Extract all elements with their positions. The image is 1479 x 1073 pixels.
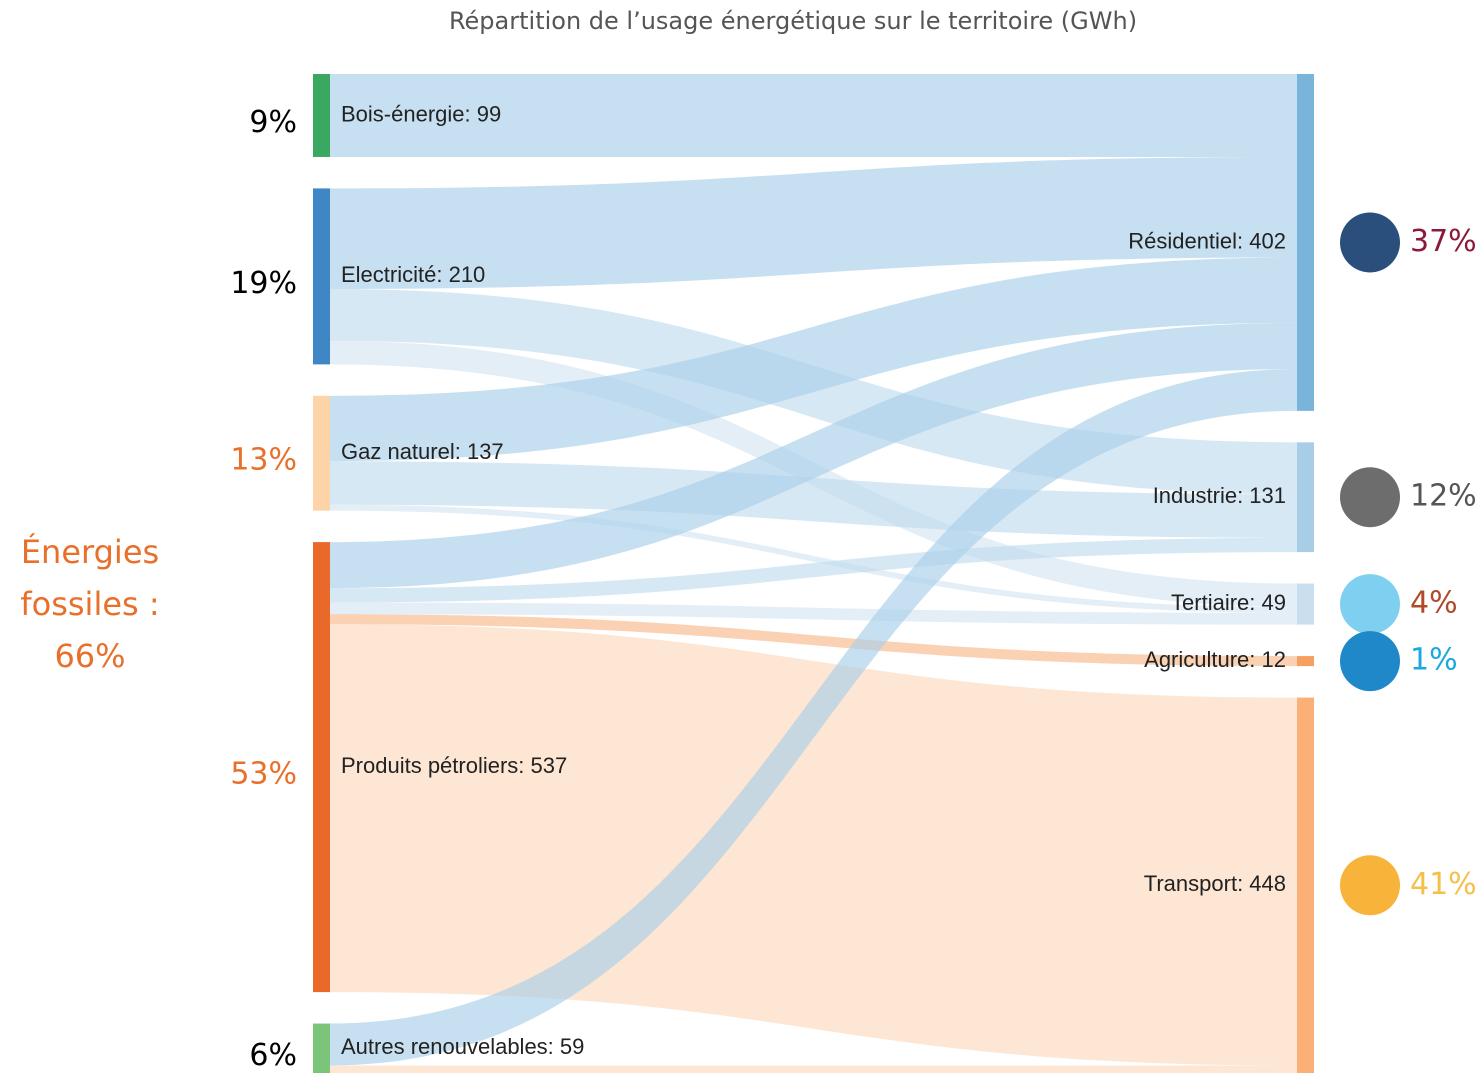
share-label: 4% [1410, 586, 1458, 621]
link [330, 537, 1297, 603]
link [330, 602, 1297, 625]
node [313, 542, 330, 993]
icon [1340, 855, 1400, 916]
node-label: Transport: 448 [1144, 871, 1286, 896]
links [330, 74, 1297, 1073]
node [1297, 656, 1314, 667]
icon [1340, 212, 1400, 273]
icon [1340, 467, 1400, 528]
icon [1340, 631, 1400, 692]
icon [1340, 574, 1400, 635]
chart-title: Répartition de l’usage énergétique sur l… [449, 7, 1137, 35]
share-label: 9% [249, 105, 297, 140]
node [1297, 583, 1314, 625]
link [330, 461, 1297, 538]
share-label: 6% [249, 1038, 297, 1073]
share-label: 53% [230, 757, 297, 792]
node-label: Résidentiel: 402 [1128, 228, 1286, 253]
node-label: Produits pétroliers: 537 [341, 753, 567, 778]
node-label: Bois-énergie: 99 [341, 101, 501, 126]
node-label: Tertiaire: 49 [1171, 590, 1286, 615]
link [330, 156, 1297, 289]
node [313, 1023, 330, 1073]
node-label: Industrie: 131 [1153, 483, 1286, 508]
node [313, 188, 330, 365]
node [1297, 697, 1314, 1073]
link [330, 257, 1297, 462]
share-label: 12% [1410, 479, 1477, 514]
node [313, 395, 330, 511]
link [330, 504, 1297, 613]
share-label: 19% [230, 266, 297, 301]
link [330, 322, 1297, 589]
share-label: 37% [1410, 224, 1477, 259]
node-label: Agriculture: 12 [1144, 647, 1286, 672]
share-label: 13% [230, 443, 297, 478]
node-label: Electricité: 210 [341, 262, 485, 287]
link [330, 74, 1297, 157]
node [1297, 442, 1314, 553]
node [313, 74, 330, 157]
link [330, 614, 1297, 667]
node-label: Autres renouvelables: 59 [341, 1034, 584, 1059]
link [330, 624, 1297, 1066]
node-label: Gaz naturel: 137 [341, 439, 504, 464]
node [1297, 74, 1314, 411]
share-label: 41% [1410, 867, 1477, 902]
link [330, 1065, 1297, 1073]
share-label: 1% [1410, 643, 1458, 678]
link [330, 368, 1297, 1066]
annotation: Énergies fossiles : 66% [20, 533, 160, 675]
